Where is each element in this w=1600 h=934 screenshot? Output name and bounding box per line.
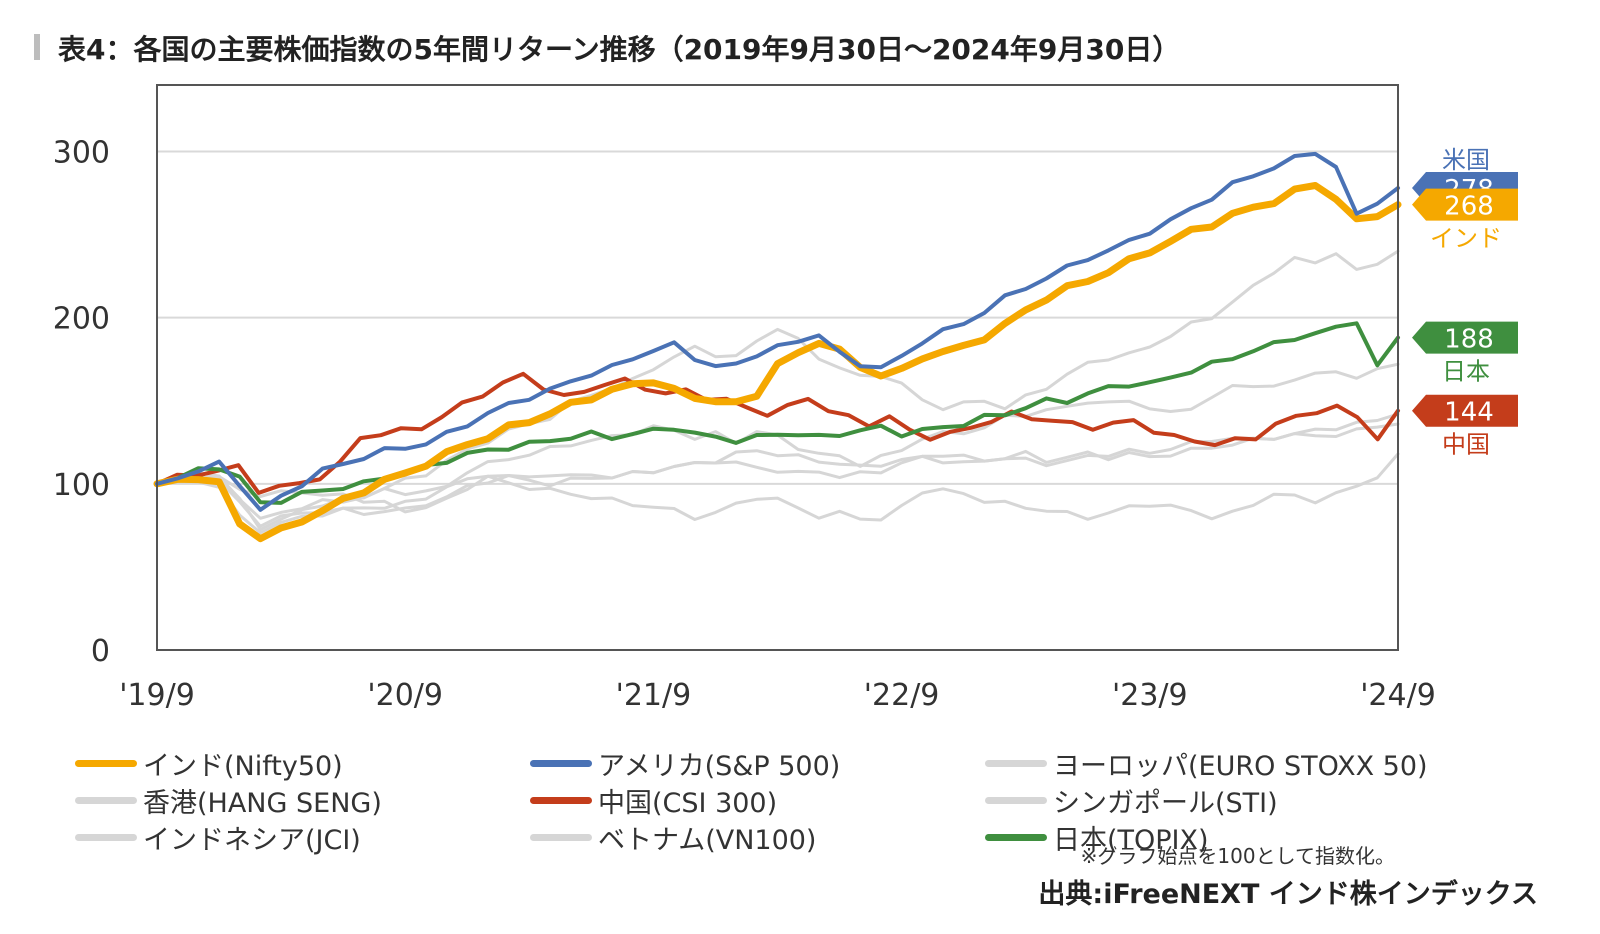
legend-item-usa: アメリカ(S&P 500) [530, 746, 841, 782]
legend-item-japan: 日本(TOPIX) [985, 820, 1209, 856]
y-tick-label: 100 [53, 468, 110, 503]
end-country-label: 米国 [1442, 146, 1490, 174]
series-line [155, 422, 1400, 535]
legend-item-vietnam: ベトナム(VN100) [530, 820, 817, 856]
end-country-label: インド [1430, 225, 1502, 253]
legend-label-india: インド(Nifty50) [143, 750, 343, 782]
legend-swatch-japan [985, 833, 1047, 841]
x-tick-label: '21/9 [616, 678, 692, 713]
legend-swatch-usa [530, 759, 592, 767]
end-value-tag [1412, 321, 1518, 354]
series-line [155, 371, 1400, 495]
line-chart: 300 200 100 0 '19/9 '20/9 '21/9 '22/9 '23/9 '24/9… [53, 84, 1518, 713]
legend-label-singapore: シンガポール(STI) [1053, 787, 1278, 819]
legend-item-china: 中国(CSI 300) [530, 783, 778, 819]
end-value-text: 188 [1444, 325, 1494, 355]
legend-label-vietnam: ベトナム(VN100) [598, 824, 817, 856]
legend-swatch-hongkong [75, 796, 137, 804]
legend-label-hongkong: 香港(HANG SENG) [143, 787, 382, 819]
end-value-text: 144 [1444, 398, 1494, 428]
series-line [153, 182, 1402, 543]
y-tick-label: 300 [53, 135, 110, 170]
end-country-label: 日本 [1442, 358, 1490, 386]
end-value-tag [1412, 394, 1518, 427]
chart-title: 表4：各国の主要株価指数の5年間リターン推移（2019年9月30日～2024年9… [58, 33, 1181, 66]
series-line [155, 151, 1400, 512]
x-tick-label: '24/9 [1360, 678, 1436, 713]
legend-swatch-singapore [985, 796, 1047, 804]
legend-item-indonesia: インドネシア(JCI) [75, 820, 361, 856]
legend-swatch-vietnam [530, 833, 592, 841]
x-tick-label: '23/9 [1112, 678, 1188, 713]
end-value-text: 268 [1444, 192, 1494, 222]
plot-area-frame [156, 84, 1399, 651]
source-credit: 出典:iFreeNEXT インド株インデックス [1038, 879, 1538, 910]
title-accent-bar [34, 34, 40, 60]
series-line [155, 321, 1400, 505]
series-line [155, 249, 1400, 531]
legend-label-china: 中国(CSI 300) [598, 787, 778, 819]
footnote: ※グラフ始点を100として指数化。 [1080, 844, 1395, 868]
y-tick-label: 200 [53, 302, 110, 337]
y-tick-label: 0 [91, 634, 110, 669]
legend-item-india: インド(Nifty50) [75, 746, 343, 782]
end-country-label: 中国 [1442, 431, 1490, 459]
series-line [155, 452, 1400, 522]
x-tick-label: '20/9 [367, 678, 443, 713]
legend-swatch-europe [985, 759, 1047, 767]
legend-swatch-india [75, 759, 137, 767]
legend-label-indonesia: インドネシア(JCI) [143, 824, 361, 856]
legend-label-europe: ヨーロッパ(EURO STOXX 50) [1053, 750, 1428, 782]
x-tick-label: '19/9 [119, 678, 195, 713]
legend-label-usa: アメリカ(S&P 500) [598, 750, 841, 782]
legend-swatch-china [530, 796, 592, 804]
legend-label-japan: 日本(TOPIX) [1053, 824, 1209, 856]
legend-item-hongkong: 香港(HANG SENG) [75, 783, 382, 819]
x-tick-label: '22/9 [864, 678, 940, 713]
legend-item-singapore: シンガポール(STI) [985, 783, 1278, 819]
end-value-tag [1412, 188, 1518, 221]
legend-swatch-indonesia [75, 833, 137, 841]
legend-item-europe: ヨーロッパ(EURO STOXX 50) [985, 746, 1428, 782]
